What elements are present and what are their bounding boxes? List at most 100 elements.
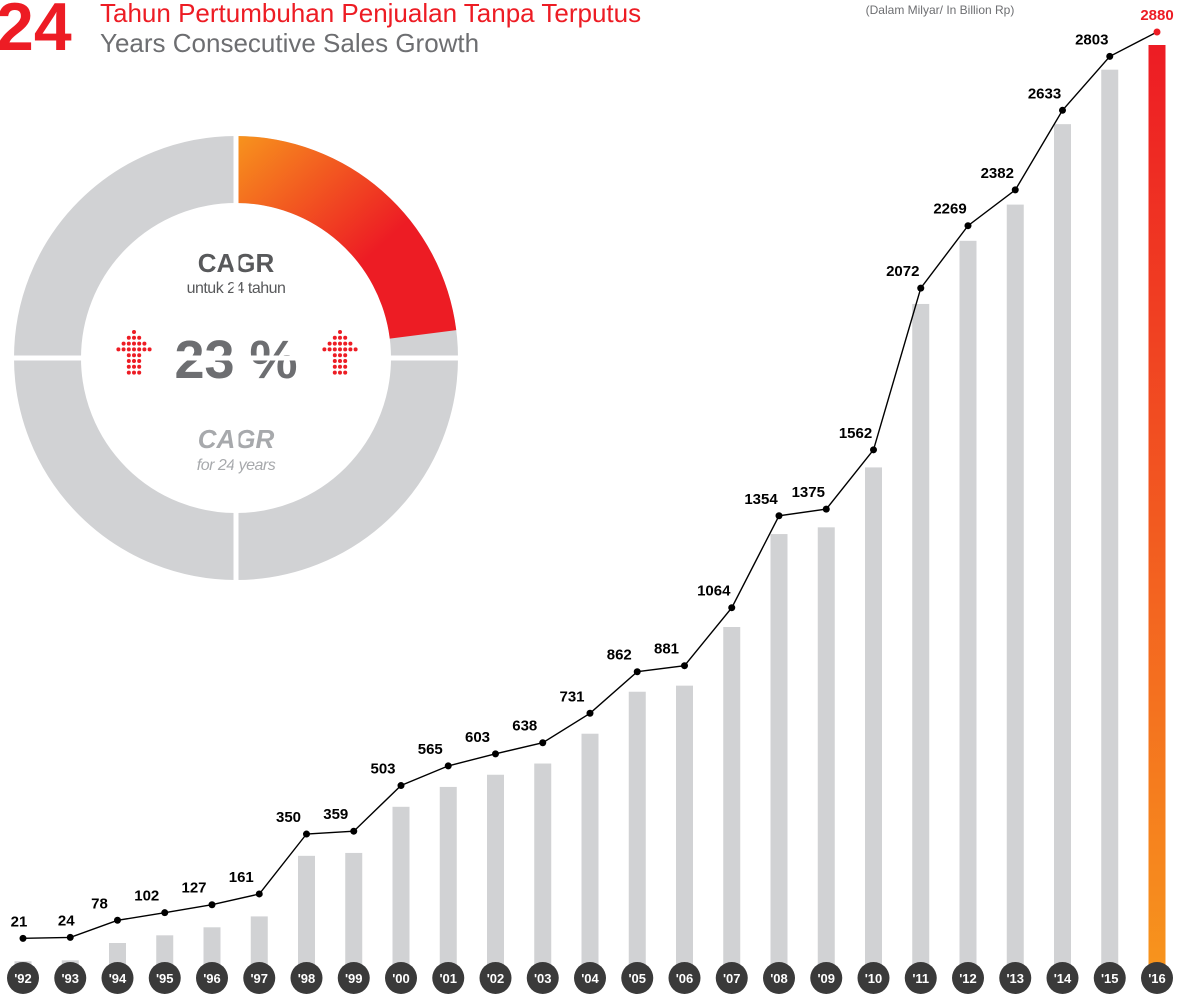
point [964, 222, 972, 230]
arrow-dot [338, 330, 342, 334]
bar [1006, 204, 1024, 969]
data-label: 2880 [1140, 7, 1173, 24]
x-tick-label: '10 [865, 971, 883, 986]
arrow-dot [332, 359, 337, 363]
arrow-dot [332, 341, 337, 346]
arrow-dot [132, 341, 136, 346]
point [208, 901, 216, 909]
data-label: 127 [181, 880, 206, 897]
arrow-dot [132, 330, 136, 334]
point [114, 916, 121, 924]
x-tick-label: '01 [439, 971, 457, 986]
data-label: 881 [654, 641, 679, 658]
subtitle: Years Consecutive Sales Growth [100, 28, 479, 58]
arrow-dot [343, 341, 348, 346]
category-badge [243, 962, 276, 994]
arrow-dot [338, 335, 342, 340]
arrow-dot [332, 370, 337, 375]
x-tick-label: '15 [1101, 971, 1119, 986]
x-tick-label: '16 [1148, 971, 1166, 986]
bar [676, 685, 693, 968]
arrow-dot [338, 347, 342, 352]
point [255, 890, 263, 898]
arrow-dot [137, 353, 142, 358]
x-tick-label: '08 [770, 971, 788, 986]
data-label: 1064 [697, 583, 731, 600]
bar [1148, 45, 1166, 968]
x-tick-label: '99 [345, 971, 363, 986]
point [19, 934, 27, 942]
point [492, 750, 499, 758]
data-label: 2072 [886, 263, 919, 280]
title: Tahun Pertumbuhan Penjualan Tanpa Terput… [100, 0, 641, 28]
title-number: 24 [0, 0, 72, 65]
x-tick-label: '09 [817, 971, 835, 986]
point [870, 446, 877, 454]
category-badge [574, 962, 606, 994]
category-badge [668, 962, 701, 994]
arrow-dot [343, 353, 348, 358]
data-label: 638 [512, 718, 537, 735]
arrow-icon [116, 330, 152, 375]
arrow-dot [137, 359, 142, 363]
x-tick-label: '93 [61, 971, 79, 986]
arrow-dot [121, 341, 126, 346]
point [303, 830, 310, 838]
category-badge [1046, 962, 1079, 994]
category-badge [621, 962, 654, 994]
data-label: 1562 [839, 425, 872, 442]
bar [534, 763, 552, 968]
point [66, 933, 74, 941]
x-tick-label: '13 [1006, 971, 1024, 986]
x-tick-label: '02 [487, 971, 505, 986]
bar [298, 855, 315, 968]
bar [1101, 69, 1119, 968]
category-badge [196, 962, 228, 994]
unit-note: (Dalam Milyar/ In Billion Rp) [866, 3, 1015, 17]
donut-segment [236, 136, 457, 339]
point [822, 505, 830, 513]
data-label: 2269 [933, 201, 966, 218]
arrow-dot [348, 347, 353, 352]
bar [487, 774, 504, 968]
x-tick-label: '04 [581, 971, 599, 986]
data-label: 565 [418, 741, 443, 758]
point [1153, 28, 1161, 36]
category-badge [952, 962, 984, 994]
arrow-dot [147, 347, 152, 352]
category-badge [101, 962, 134, 994]
category-badge [54, 962, 87, 994]
category-badge [432, 962, 465, 994]
arrow-dot [343, 359, 348, 363]
data-label: 2382 [981, 165, 1014, 182]
point [775, 512, 783, 520]
bar [203, 927, 221, 968]
point [633, 668, 641, 676]
arrow-dot [132, 335, 136, 340]
data-label: 359 [323, 806, 348, 823]
arrow-dot [343, 370, 348, 375]
point [917, 284, 925, 292]
arrow-dot [126, 364, 131, 369]
point [539, 739, 547, 747]
arrow-dot [343, 347, 348, 352]
data-label: 2803 [1075, 31, 1108, 48]
point [397, 782, 405, 790]
x-tick-label: '07 [723, 971, 741, 986]
x-tick-label: '06 [676, 971, 694, 986]
category-badge [857, 962, 890, 994]
arrow-dot [142, 347, 147, 352]
arrow-dot [132, 359, 136, 363]
category-badge [999, 962, 1032, 994]
arrow-dot [137, 341, 142, 346]
category-badge [7, 962, 39, 994]
arrow-dot [322, 347, 327, 352]
category-badge [479, 962, 512, 994]
data-label: 102 [134, 888, 159, 905]
point [1106, 52, 1114, 60]
bar [723, 627, 741, 968]
arrow-dot [343, 364, 348, 369]
arrow-dot [126, 353, 131, 358]
category-badge [337, 962, 370, 994]
